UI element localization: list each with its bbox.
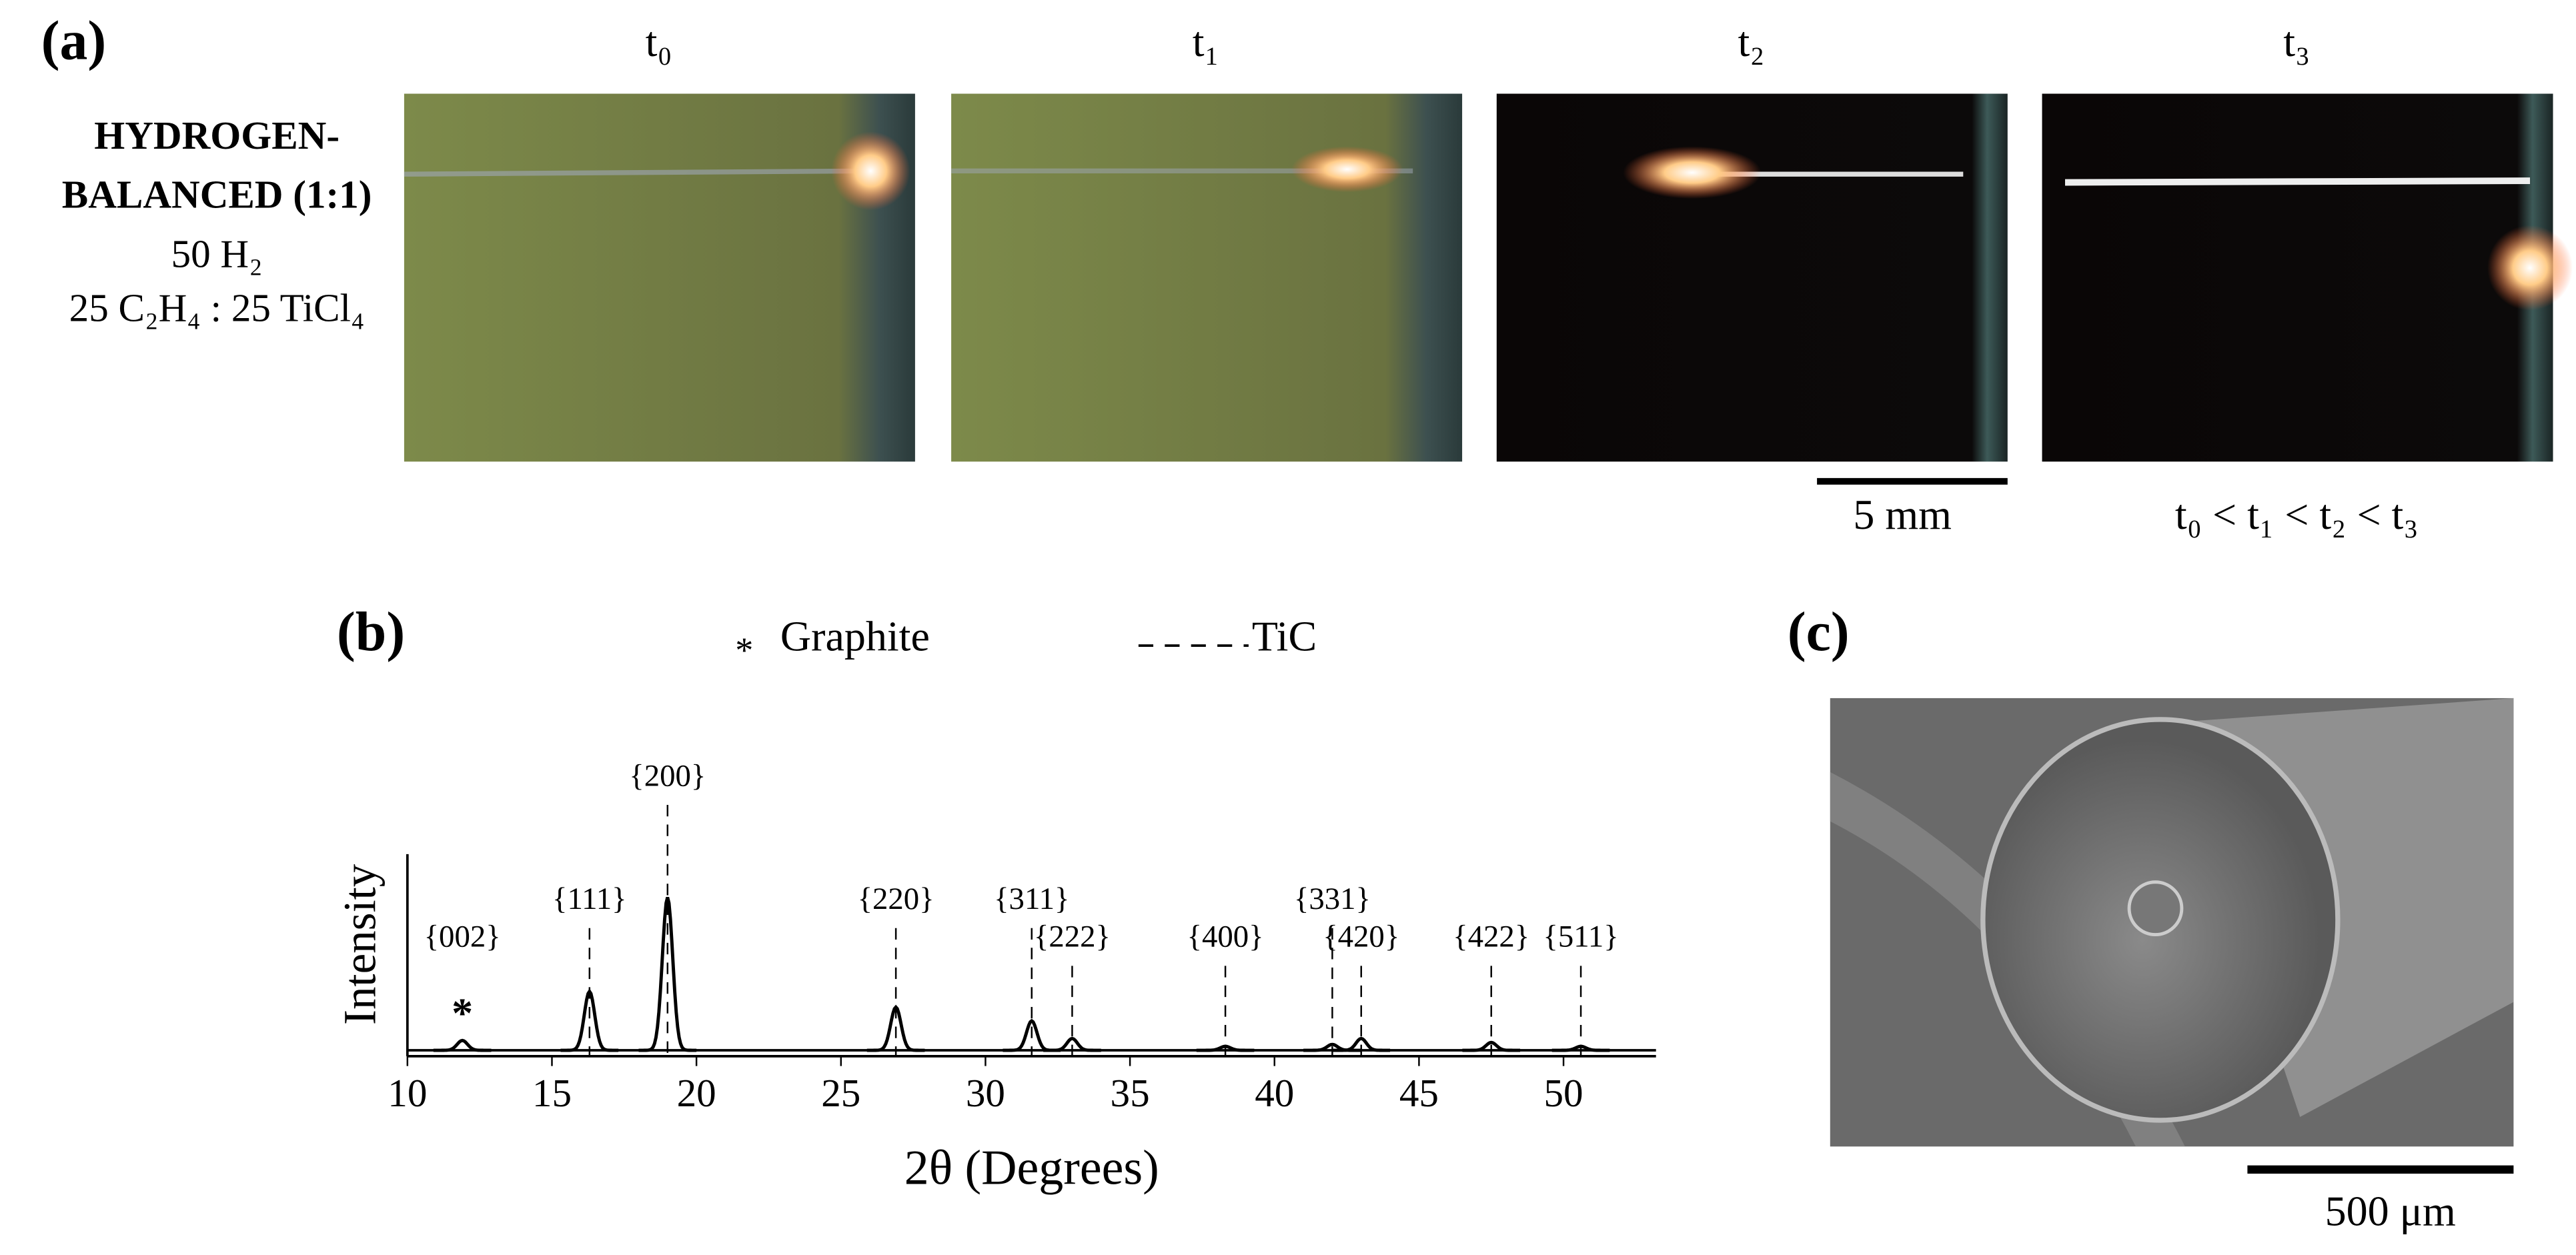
photo [1496, 93, 2008, 462]
panel-label: (a) [41, 9, 107, 71]
photo [2042, 93, 2553, 462]
photos [404, 93, 2573, 462]
time-label: t₃ [2283, 18, 2310, 65]
wire [404, 168, 871, 177]
legend-marker: * [735, 630, 753, 670]
peak-label: {311} [994, 882, 1069, 916]
x-axis-label: 2θ (Degrees) [904, 1140, 1159, 1195]
peak-label: {331} [1294, 882, 1371, 916]
core [2127, 880, 2184, 937]
peak-label: {420} [1323, 920, 1399, 954]
legend-label: TiC [1252, 612, 1317, 660]
x-tick-label: 10 [388, 1071, 427, 1115]
x-tick-label: 35 [1111, 1071, 1150, 1115]
peak [1043, 1036, 1101, 1052]
time-label: t₁ [1193, 18, 1219, 65]
photo [404, 93, 915, 462]
x-tick-label: 45 [1399, 1071, 1439, 1115]
peak [1462, 1040, 1521, 1052]
peak [1303, 1042, 1361, 1052]
peak [638, 897, 697, 1052]
peak-label: {002} [424, 920, 501, 954]
photo [951, 93, 1463, 462]
time-label: t₀ [646, 18, 672, 65]
glow [2487, 225, 2573, 311]
composition: 50 H₂ [171, 231, 263, 275]
wire [2064, 177, 2531, 186]
peak [1332, 1036, 1391, 1052]
condition: HYDROGEN- [94, 113, 340, 157]
scale-label: 500 μm [2325, 1187, 2456, 1234]
time-order: t₀ < t₁ < t₂ < t₃ [2175, 491, 2419, 538]
peak-label: {220} [858, 882, 934, 916]
x-tick-label: 50 [1544, 1071, 1583, 1115]
panel-label: (c) [1788, 601, 1850, 663]
legend-label: Graphite [780, 612, 930, 660]
time-label: t₂ [1738, 18, 1765, 65]
scale-label: 5 mm [1853, 491, 1952, 538]
x-tick-label: 25 [821, 1071, 860, 1115]
x-tick-label: 40 [1255, 1071, 1294, 1115]
peak-label: {222} [1034, 920, 1111, 954]
panel-label: (b) [337, 601, 405, 663]
glow [1291, 146, 1403, 193]
composition: 25 C₂H₄ : 25 TiCl₄ [69, 286, 365, 330]
peak-label: {422} [1453, 920, 1529, 954]
peak [560, 988, 619, 1052]
peak [433, 1038, 492, 1052]
sem-image [1830, 698, 2514, 1147]
y-axis-label: Intensity [335, 864, 386, 1025]
condition: BALANCED (1:1) [62, 173, 372, 217]
peak-label: {111} [552, 882, 627, 916]
x-tick-label: 30 [966, 1071, 1005, 1115]
peak-label: {400} [1187, 920, 1264, 954]
glow [1623, 146, 1762, 199]
peak-label: {511} [1543, 920, 1618, 954]
glow [831, 131, 910, 211]
x-tick-label: 20 [677, 1071, 716, 1115]
peak-label: {200} [629, 758, 706, 793]
graphite-marker: * [452, 990, 473, 1037]
x-tick-label: 15 [532, 1071, 572, 1115]
